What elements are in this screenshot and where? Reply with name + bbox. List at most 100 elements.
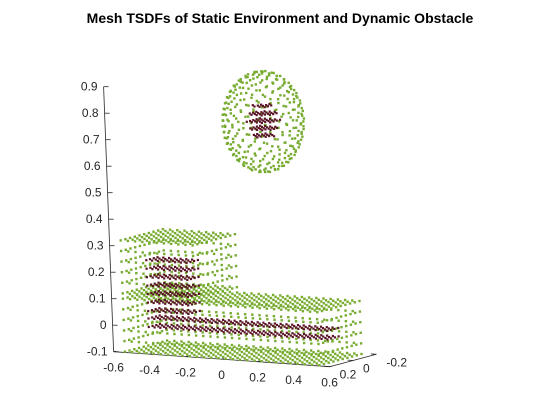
data-point: [158, 271, 161, 275]
data-point: [251, 104, 254, 107]
chart-title: Mesh TSDFs of Static Environment and Dyn…: [86, 10, 474, 26]
data-point: [185, 261, 188, 265]
data-point: [230, 315, 233, 318]
data-point: [270, 119, 273, 122]
data-point: [264, 349, 267, 352]
data-point: [201, 262, 205, 266]
data-point: [273, 322, 276, 325]
data-point: [282, 82, 286, 85]
data-point: [276, 161, 280, 164]
data-point: [281, 350, 285, 354]
data-point: [172, 276, 175, 279]
data-point: [205, 291, 208, 295]
data-point: [245, 293, 248, 296]
data-point: [239, 92, 243, 95]
data-point: [326, 329, 329, 332]
data-point: [188, 233, 191, 236]
data-point: [295, 348, 298, 351]
data-point: [178, 285, 181, 288]
data-point: [170, 258, 173, 261]
data-point: [149, 346, 153, 349]
data-point: [162, 273, 165, 276]
data-point: [158, 257, 161, 260]
data-point: [154, 315, 158, 318]
data-point: [257, 134, 260, 137]
data-point: [163, 277, 166, 280]
data-point: [211, 260, 214, 263]
data-point: [191, 261, 195, 265]
data-point: [256, 305, 259, 308]
data-point: [129, 319, 133, 322]
data-point: [250, 357, 254, 361]
data-point: [173, 349, 177, 352]
data-point: [275, 126, 279, 130]
data-point: [136, 237, 139, 240]
data-point: [136, 309, 139, 312]
data-point: [224, 292, 227, 295]
data-point: [163, 298, 166, 302]
data-point: [190, 347, 193, 350]
data-point: [216, 326, 219, 330]
z-tick-label: 0.8: [82, 106, 99, 120]
data-point: [247, 104, 250, 107]
data-point: [259, 164, 262, 167]
data-point: [293, 300, 297, 303]
data-point: [298, 325, 302, 328]
data-point: [217, 352, 220, 355]
data-point: [312, 327, 315, 330]
data-point: [251, 329, 254, 332]
data-point: [177, 243, 180, 246]
data-point: [170, 275, 173, 278]
data-point: [252, 77, 255, 80]
data-point: [276, 332, 279, 335]
data-point: [330, 317, 333, 321]
data-point: [249, 331, 252, 334]
z-tick-label: 0: [100, 318, 107, 332]
data-point: [179, 240, 182, 243]
data-point: [135, 282, 138, 285]
data-point: [228, 346, 231, 350]
data-point: [140, 236, 144, 239]
data-point: [274, 125, 277, 128]
data-point: [229, 322, 233, 325]
data-point: [214, 345, 217, 349]
data-point: [249, 127, 252, 130]
data-point: [267, 72, 271, 75]
data-point: [228, 351, 232, 354]
data-point: [184, 250, 187, 254]
data-point: [302, 341, 306, 345]
data-point: [212, 236, 215, 239]
data-point: [262, 357, 266, 360]
data-point: [166, 287, 169, 290]
data-point: [273, 135, 276, 138]
data-point: [247, 166, 250, 169]
data-point: [316, 326, 319, 329]
data-point: [292, 147, 296, 150]
data-point: [261, 106, 264, 109]
data-point: [301, 114, 304, 117]
data-point: [244, 334, 248, 337]
data-point: [164, 318, 167, 321]
data-point: [216, 286, 219, 289]
data-point: [191, 275, 194, 278]
data-point: [319, 356, 323, 359]
data-point: [359, 331, 362, 334]
x-tick-mark: [185, 355, 189, 358]
data-point: [183, 310, 186, 313]
data-point: [231, 147, 234, 150]
data-point: [239, 98, 242, 102]
data-point: [272, 113, 275, 116]
data-point: [257, 126, 260, 129]
data-point: [189, 310, 192, 313]
data-point: [126, 306, 130, 310]
data-point: [205, 235, 208, 239]
data-point: [164, 266, 167, 269]
data-point: [311, 307, 314, 310]
data-point: [325, 308, 328, 311]
data-point: [294, 150, 297, 153]
data-point: [229, 300, 232, 303]
data-point: [202, 234, 206, 237]
data-point: [300, 351, 303, 355]
data-point: [302, 338, 305, 341]
data-point: [256, 136, 259, 139]
